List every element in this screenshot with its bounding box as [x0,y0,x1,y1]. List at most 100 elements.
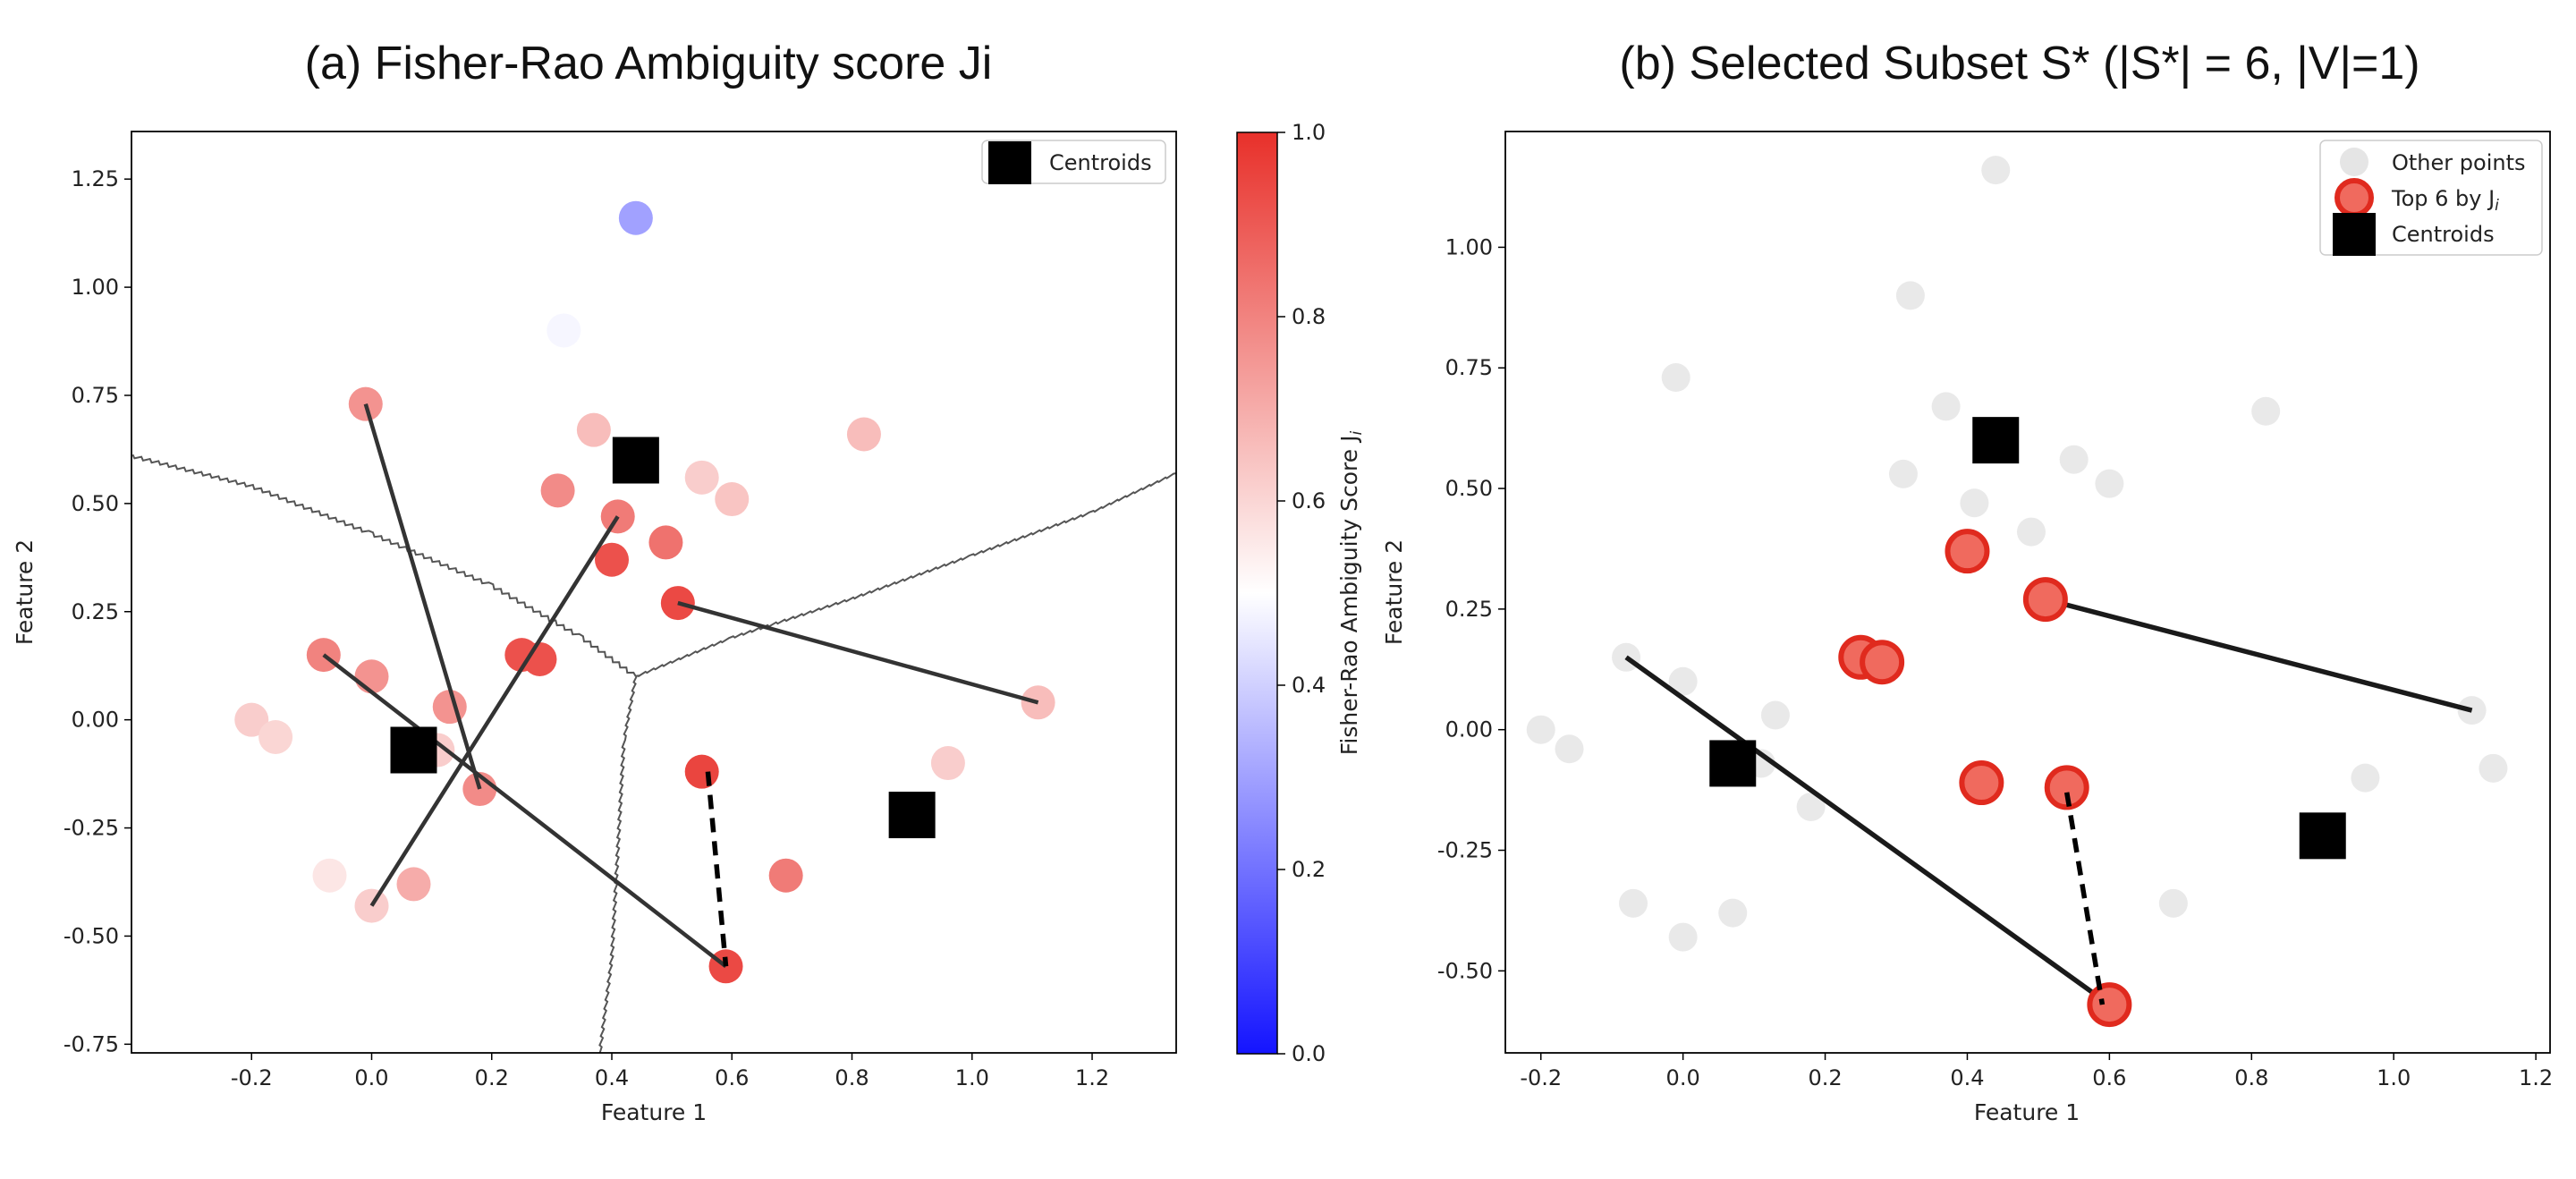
legend-top-subscript: i [2495,197,2499,215]
panel-b-xtick-label: 1.2 [2519,1065,2553,1090]
ambiguity-point [547,313,581,348]
panel-a-xtick-label: 0.2 [475,1065,509,1090]
other-point [1555,734,1584,764]
legend-centroid-swatch [2333,213,2376,256]
ambiguity-point [540,473,575,508]
other-point [1981,156,2011,185]
panel-b-legend: Other points Top 6 by Ji Centroids [2319,140,2543,256]
panel-a-xlabel: Feature 1 [601,1099,707,1125]
panel-a-ytick-label: 1.25 [72,166,119,191]
other-point [2351,763,2380,793]
other-point [1895,281,1925,310]
panel-b-xtick-label: 0.6 [2092,1065,2126,1090]
top-point [2087,982,2132,1028]
ambiguity-point [648,525,683,560]
legend-other-label: Other points [2392,150,2525,175]
panel-b-xtick-label: 0.8 [2234,1065,2268,1090]
decision-boundary [598,674,639,1054]
legend-top-label: Top 6 by Ji [2391,186,2499,215]
colorbar-label: Fisher-Rao Ambiguity Score Ji [1336,431,1366,756]
other-point [1796,792,1826,821]
link-line [369,515,620,907]
panel-a-xtick-label: -0.2 [231,1065,273,1090]
legend-centroids-label: Centroids [2392,222,2495,247]
panel-a-ytick-label: 0.00 [72,708,119,733]
centroid-marker [390,726,437,774]
other-point [2251,396,2281,426]
other-point [1668,922,1698,952]
legend-top-swatch [2334,178,2374,217]
other-point [2479,753,2508,783]
other-point [1661,363,1690,393]
top-point [1860,640,1905,685]
panel-b-ytick-label: 0.50 [1445,476,1493,501]
link-line [677,600,1039,705]
ambiguity-point [684,754,719,789]
panel-b-xtick-label: 0.0 [1666,1065,1700,1090]
link-line [363,403,482,790]
top-point [1945,529,1990,574]
colorbar-tick-label: 0.4 [1292,673,1326,698]
panel-b-ytick-label: 0.75 [1445,355,1493,380]
panel-b-title: (b) Selected Subset S* (|S*| = 6, |V|=1) [1619,38,2419,89]
panel-a-ytick-label: -0.25 [64,816,119,841]
panel-b-xtick-label: -0.2 [1520,1065,1562,1090]
panel-b-ytick-label: 1.00 [1445,234,1493,259]
panel-a-ytick-label: -0.50 [64,923,119,948]
dashed-link-line [705,771,729,967]
legend-centroids-label: Centroids [1049,150,1152,175]
other-point [2158,888,2188,918]
panel-b-ytick-label: -0.25 [1437,838,1493,863]
other-point [1888,459,1918,488]
ambiguity-point [930,746,965,781]
colorbar-tick-label: 0.8 [1292,304,1326,329]
link-line [322,653,727,969]
other-point [2059,445,2089,474]
colorbar-tick-label: 1.0 [1292,120,1326,145]
legend-centroid-swatch [988,141,1031,184]
ambiguity-point [258,719,293,754]
panel-a-ytick-label: 0.25 [72,599,119,624]
panel-b-xtick-label: 1.0 [2377,1065,2411,1090]
other-point [1931,392,1961,421]
ambiguity-point [618,200,653,235]
centroid-marker [1709,740,1757,787]
panel-b-frame [1504,131,2551,1054]
panel-a-xtick-label: 0.6 [715,1065,749,1090]
panel-a-xtick-label: 0.8 [835,1065,869,1090]
panel-b-plot: -0.2 0.0 0.2 0.4 0.6 0.8 1.0 1.2 -0.50 -0.25 0.00 0… [1437,131,2553,1090]
panel-a-ylabel: Feature 2 [12,539,38,645]
other-point [1960,488,1989,518]
top-point [2022,577,2068,623]
panel-a-title: (a) Fisher-Rao Ambiguity score Ji [305,38,993,89]
ambiguity-point [715,482,750,517]
other-point [1619,888,1648,918]
centroid-marker [888,792,936,839]
panel-b-ytick-label: 0.25 [1445,597,1493,622]
ambiguity-point [354,888,389,923]
colorbar: 0.0 0.2 0.4 0.6 0.8 1.0 [1236,120,1326,1066]
ambiguity-point [768,858,803,893]
panel-a-xtick-label: 0.4 [595,1065,629,1090]
panel-a-xtick-label: 1.2 [1075,1065,1109,1090]
panel-b-ytick-label: 0.00 [1445,717,1493,742]
panel-a-legend: Centroids [981,140,1166,184]
ambiguity-point [432,690,467,725]
ambiguity-point [396,867,431,902]
centroid-marker [1972,417,2020,464]
panel-b-ylabel: Feature 2 [1381,539,1407,645]
other-point [1526,715,1555,744]
panel-a-ytick-label: 0.50 [72,491,119,516]
panel-b-xtick-label: 0.4 [1950,1065,1984,1090]
panel-b-xlabel: Feature 1 [1974,1099,2080,1125]
decision-boundary [131,454,637,677]
centroid-marker [612,437,659,484]
panel-a-plot: -0.2 0.0 0.2 0.4 0.6 0.8 1.0 1.2 -0.75 -0.50 -0.25… [64,131,1177,1090]
other-point [2016,517,2046,547]
ambiguity-point [234,702,269,737]
panel-a-frame [131,131,1177,1054]
panel-a-ytick-label: 0.75 [72,383,119,408]
top-point [1959,760,2004,806]
centroid-marker [2299,812,2346,860]
